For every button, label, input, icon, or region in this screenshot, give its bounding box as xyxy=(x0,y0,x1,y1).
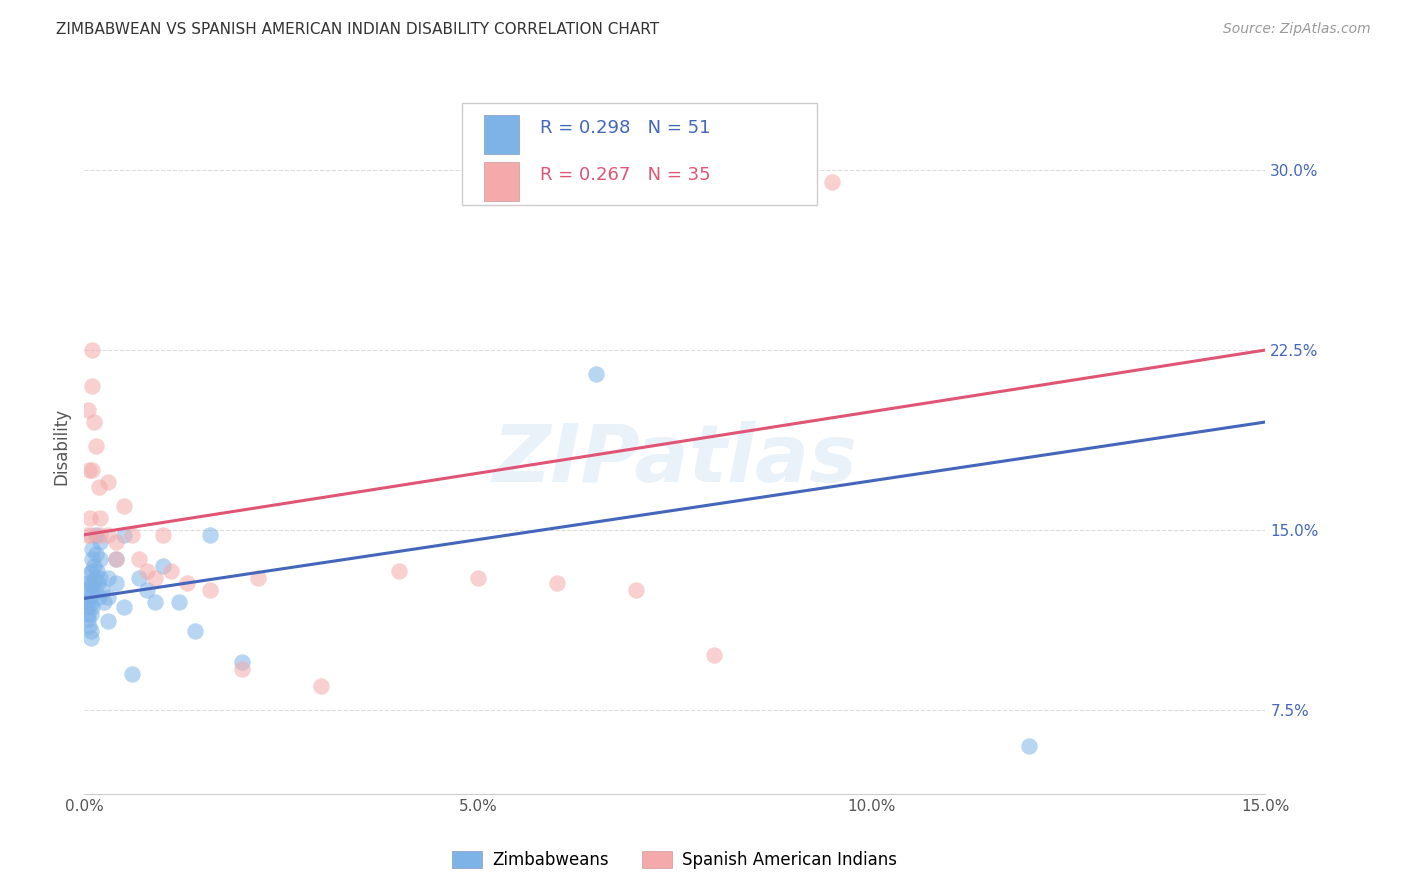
Point xyxy=(136,582,159,597)
Point xyxy=(77,403,100,417)
Point xyxy=(82,379,104,393)
Point xyxy=(79,598,101,612)
Point xyxy=(388,564,411,578)
Point xyxy=(97,475,120,489)
Point xyxy=(231,662,253,676)
Point xyxy=(136,564,159,578)
Point xyxy=(89,571,111,585)
Point xyxy=(104,575,127,590)
Point xyxy=(97,571,120,585)
Point xyxy=(104,535,127,549)
Point xyxy=(104,551,127,566)
Point xyxy=(152,528,174,542)
Point xyxy=(87,590,110,604)
Text: Source: ZipAtlas.com: Source: ZipAtlas.com xyxy=(1223,22,1371,37)
Point xyxy=(87,575,110,590)
Point xyxy=(624,582,647,597)
Point xyxy=(183,624,205,638)
Point xyxy=(84,582,107,597)
Point xyxy=(167,595,190,609)
Point xyxy=(112,599,135,614)
Point xyxy=(97,528,120,542)
Point xyxy=(128,571,150,585)
Point xyxy=(82,588,104,602)
Point xyxy=(585,367,607,381)
Point xyxy=(121,667,143,681)
Point xyxy=(821,175,844,189)
Point xyxy=(89,511,111,525)
Point xyxy=(77,575,100,590)
Point xyxy=(90,582,112,597)
Point xyxy=(76,528,98,542)
Point xyxy=(546,575,568,590)
Point xyxy=(82,564,104,578)
Text: ZIMBABWEAN VS SPANISH AMERICAN INDIAN DISABILITY CORRELATION CHART: ZIMBABWEAN VS SPANISH AMERICAN INDIAN DI… xyxy=(56,22,659,37)
Legend: Zimbabweans, Spanish American Indians: Zimbabweans, Spanish American Indians xyxy=(446,845,904,876)
Point xyxy=(89,535,111,549)
Point xyxy=(77,612,100,626)
Point xyxy=(112,528,135,542)
Text: R = 0.298   N = 51: R = 0.298 N = 51 xyxy=(540,119,711,136)
Point xyxy=(79,528,101,542)
Point xyxy=(143,595,166,609)
Point xyxy=(309,679,332,693)
Text: R = 0.267   N = 35: R = 0.267 N = 35 xyxy=(540,166,711,184)
Point xyxy=(152,558,174,573)
Point xyxy=(83,571,105,585)
Point xyxy=(93,595,115,609)
Point xyxy=(80,631,103,645)
Point xyxy=(84,547,107,561)
Point xyxy=(76,607,98,621)
Point xyxy=(97,590,120,604)
Point xyxy=(231,655,253,669)
Point xyxy=(83,415,105,429)
Point xyxy=(77,463,100,477)
Point xyxy=(83,558,105,573)
Point xyxy=(80,578,103,592)
Point xyxy=(703,648,725,662)
Point xyxy=(82,551,104,566)
Point xyxy=(76,595,98,609)
Point xyxy=(112,499,135,513)
Point xyxy=(82,343,104,357)
Point xyxy=(77,619,100,633)
Point xyxy=(79,511,101,525)
Point xyxy=(89,551,111,566)
Point xyxy=(82,463,104,477)
Point xyxy=(86,564,108,578)
Point xyxy=(128,551,150,566)
Point xyxy=(143,571,166,585)
Point xyxy=(82,542,104,557)
Point xyxy=(176,575,198,590)
Point xyxy=(87,480,110,494)
Point xyxy=(246,571,269,585)
Point xyxy=(75,582,97,597)
Point xyxy=(121,528,143,542)
Point xyxy=(84,528,107,542)
Point xyxy=(79,624,101,638)
Point xyxy=(84,439,107,453)
Point xyxy=(76,599,98,614)
Point xyxy=(82,575,104,590)
Point xyxy=(79,566,101,581)
Point xyxy=(104,551,127,566)
Point xyxy=(82,599,104,614)
Point xyxy=(467,571,489,585)
Point xyxy=(1018,739,1040,753)
Point xyxy=(97,614,120,628)
Point xyxy=(200,528,222,542)
Point xyxy=(77,590,100,604)
Y-axis label: Disability: Disability xyxy=(52,408,70,484)
Point xyxy=(160,564,183,578)
Text: ZIPatlas: ZIPatlas xyxy=(492,421,858,499)
Point xyxy=(200,582,222,597)
Point xyxy=(79,607,101,621)
Point xyxy=(89,528,111,542)
